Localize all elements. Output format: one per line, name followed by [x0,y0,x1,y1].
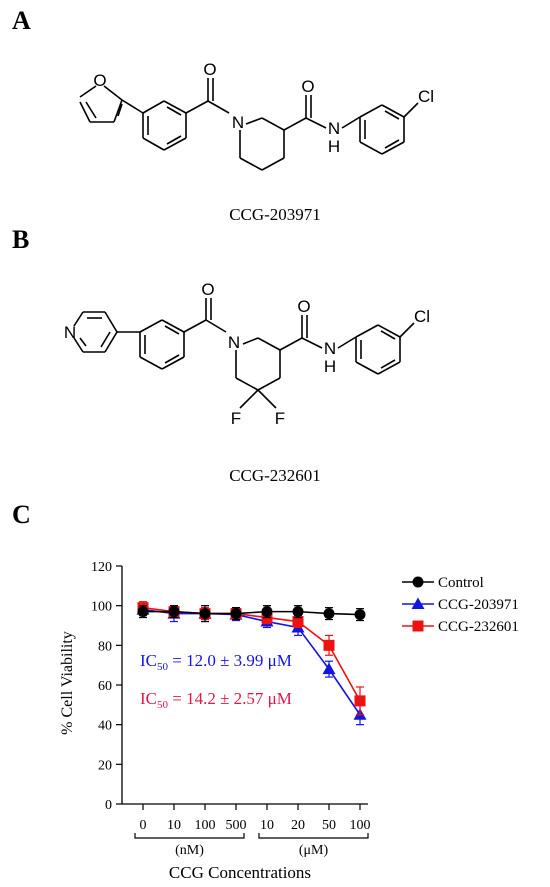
y-tick-label: 40 [98,719,112,734]
data-point-control [137,606,149,618]
data-point-control [354,609,366,621]
legend-label-ccg-232601: CCG-232601 [438,619,519,635]
x-tick-label: 10 [260,818,274,833]
x-tick-label: 500 [226,818,247,833]
data-point-control [168,606,180,618]
atom-nitrogen: N [232,113,244,132]
atom-chlorine: Cl [414,307,430,326]
y-tick-label: 80 [98,639,112,654]
atom-fluorine: F [275,409,285,428]
data-point-control [261,606,273,618]
data-point-control [199,608,211,620]
x-axis-label: CCG Concentrations [169,863,311,882]
legend-marker-ccg-203971 [411,597,425,609]
legend-marker-ccg-232601 [412,620,424,632]
ic50-annotation-232601: IC50 = 14.2 ± 2.57 μM [140,689,292,711]
atom-oxygen: O [203,60,216,79]
y-tick-label: 20 [98,758,112,773]
legend-label-ccg-203971: CCG-203971 [438,597,519,613]
atom-hydrogen: H [328,137,340,156]
unit-bracket [258,833,369,839]
y-tick-label: 0 [105,798,112,813]
data-point-control [292,606,304,618]
atom-oxygen: O [297,297,310,316]
atom-nitrogen: N [328,119,340,138]
unit-group-label: (μM) [299,843,329,858]
atom-oxygen: O [301,77,314,96]
x-tick-label: 100 [195,818,216,833]
x-tick-label: 100 [350,818,371,833]
x-tick-label: 50 [322,818,336,833]
legend-label-control: Control [438,575,484,591]
molecule-structure-b: N O N F F O N H Cl [64,280,430,428]
ic50-annotation-203971: IC50 = 12.0 ± 3.99 μM [140,651,292,673]
data-point-ccg-232601 [292,616,304,628]
x-tick-label: 10 [167,818,181,833]
panel-label-a: A [12,6,31,35]
data-point-control [323,608,335,620]
panel-label-b: B [12,225,30,254]
y-axis-label: % Cell Viability [59,631,76,735]
atom-fluorine: F [231,409,241,428]
data-point-ccg-232601 [354,695,366,707]
atom-oxygen: O [93,71,106,90]
atom-nitrogen: N [64,323,76,342]
unit-group-label: (nM) [175,843,204,858]
y-tick-label: 120 [91,560,112,575]
atom-oxygen: O [201,280,214,299]
data-point-ccg-232601 [323,639,335,651]
atom-nitrogen: N [324,339,336,358]
y-tick-label: 100 [91,600,112,615]
y-tick-label: 60 [98,679,112,694]
atom-nitrogen: N [228,333,240,352]
x-tick-label: 0 [140,818,147,833]
molecule-structure-a: O O N O N H Cl [79,60,434,171]
unit-bracket [134,833,245,839]
compound-name-a: CCG-203971 [229,205,321,224]
panel-label-c: C [12,500,31,529]
atom-chlorine: Cl [418,87,434,106]
data-point-control [230,608,242,620]
compound-name-b: CCG-232601 [229,466,321,485]
legend-marker-control [412,576,424,588]
atom-hydrogen: H [324,357,336,376]
cell-viability-chart: 0 20 40 60 80 100 120 0 10 100 500 10 20 50 100 (nM) (μM… [59,560,519,882]
data-point-ccg-203971 [322,662,336,675]
x-tick-label: 20 [291,818,305,833]
